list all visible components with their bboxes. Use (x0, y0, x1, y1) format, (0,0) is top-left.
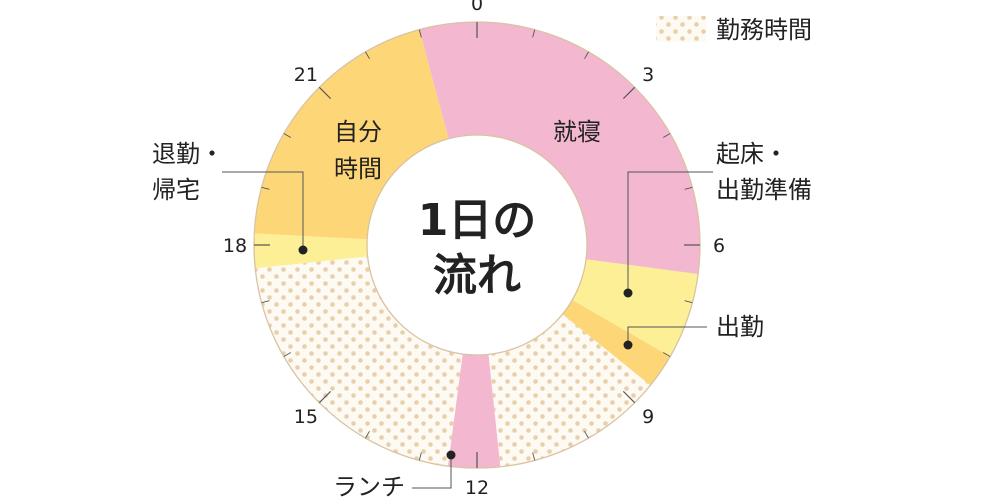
segment-4 (447, 354, 501, 469)
hour-tick-3 (622, 86, 636, 100)
hour-tick-20 (283, 133, 292, 138)
hour-tick-marks (254, 22, 700, 468)
leader-return-home (222, 171, 308, 255)
legend: 勤務時間 (656, 16, 812, 44)
hour-label-18: 18 (223, 235, 247, 257)
hour-tick-23 (418, 29, 422, 38)
hour-label-21: 21 (294, 64, 318, 86)
hour-tick-8 (662, 352, 671, 357)
segment-label-sleep: 就寝 (553, 118, 601, 146)
hour-tick-4 (662, 133, 671, 138)
hour-tick-14 (365, 430, 370, 439)
label-return-home-line-1: 退勤・ (152, 140, 224, 168)
hour-tick-15 (318, 390, 332, 404)
donut-segments (254, 22, 700, 469)
hour-tick-10 (584, 430, 589, 439)
hour-tick-9 (622, 390, 636, 404)
center-title-line-2: 流れ (433, 250, 521, 301)
hour-tick-16 (283, 352, 292, 357)
hour-label-12: 12 (465, 477, 489, 499)
segment-label-own-time-line-1: 自分 (334, 118, 382, 146)
segment-3 (488, 314, 651, 467)
label-wake-prep-line-1: 起床・ (716, 140, 788, 168)
label-commute: 出勤 (716, 313, 764, 341)
segment-2 (562, 300, 671, 386)
hour-tick-2 (584, 51, 589, 60)
center-title-line-1: 1日の (418, 195, 537, 246)
hour-tick-22 (365, 51, 370, 60)
hour-label-6: 6 (713, 235, 725, 257)
hour-label-3: 3 (642, 64, 654, 86)
segment-5 (255, 256, 463, 467)
hour-tick-21 (318, 86, 332, 100)
leader-wake-prep (623, 171, 713, 298)
hour-label-15: 15 (294, 406, 318, 428)
hour-label-9: 9 (642, 406, 654, 428)
label-return-home-line-2: 帰宅 (152, 176, 200, 204)
segment-6 (254, 233, 368, 269)
segment-label-own-time-line-2: 時間 (334, 155, 382, 183)
hour-tick-13 (418, 452, 422, 461)
hour-tick-7 (684, 300, 693, 304)
hour-tick-19 (261, 186, 270, 190)
label-lunch: ランチ (333, 473, 405, 500)
hour-tick-5 (684, 186, 693, 190)
donut-hole (366, 134, 588, 356)
hour-label-0: 0 (471, 0, 483, 15)
segment-0 (419, 22, 700, 275)
leader-lunch (412, 450, 456, 489)
legend-swatch-dots (656, 16, 706, 42)
segment-1 (572, 259, 699, 357)
label-wake-prep-line-2: 出勤準備 (716, 176, 812, 204)
legend-label-work-hours: 勤務時間 (716, 16, 812, 44)
hour-tick-1 (532, 29, 536, 38)
leader-commute (623, 326, 707, 350)
hour-tick-labels: 0 3 6 9 12 15 18 21 (223, 0, 725, 499)
hour-tick-11 (532, 452, 536, 461)
hour-tick-17 (261, 300, 270, 304)
